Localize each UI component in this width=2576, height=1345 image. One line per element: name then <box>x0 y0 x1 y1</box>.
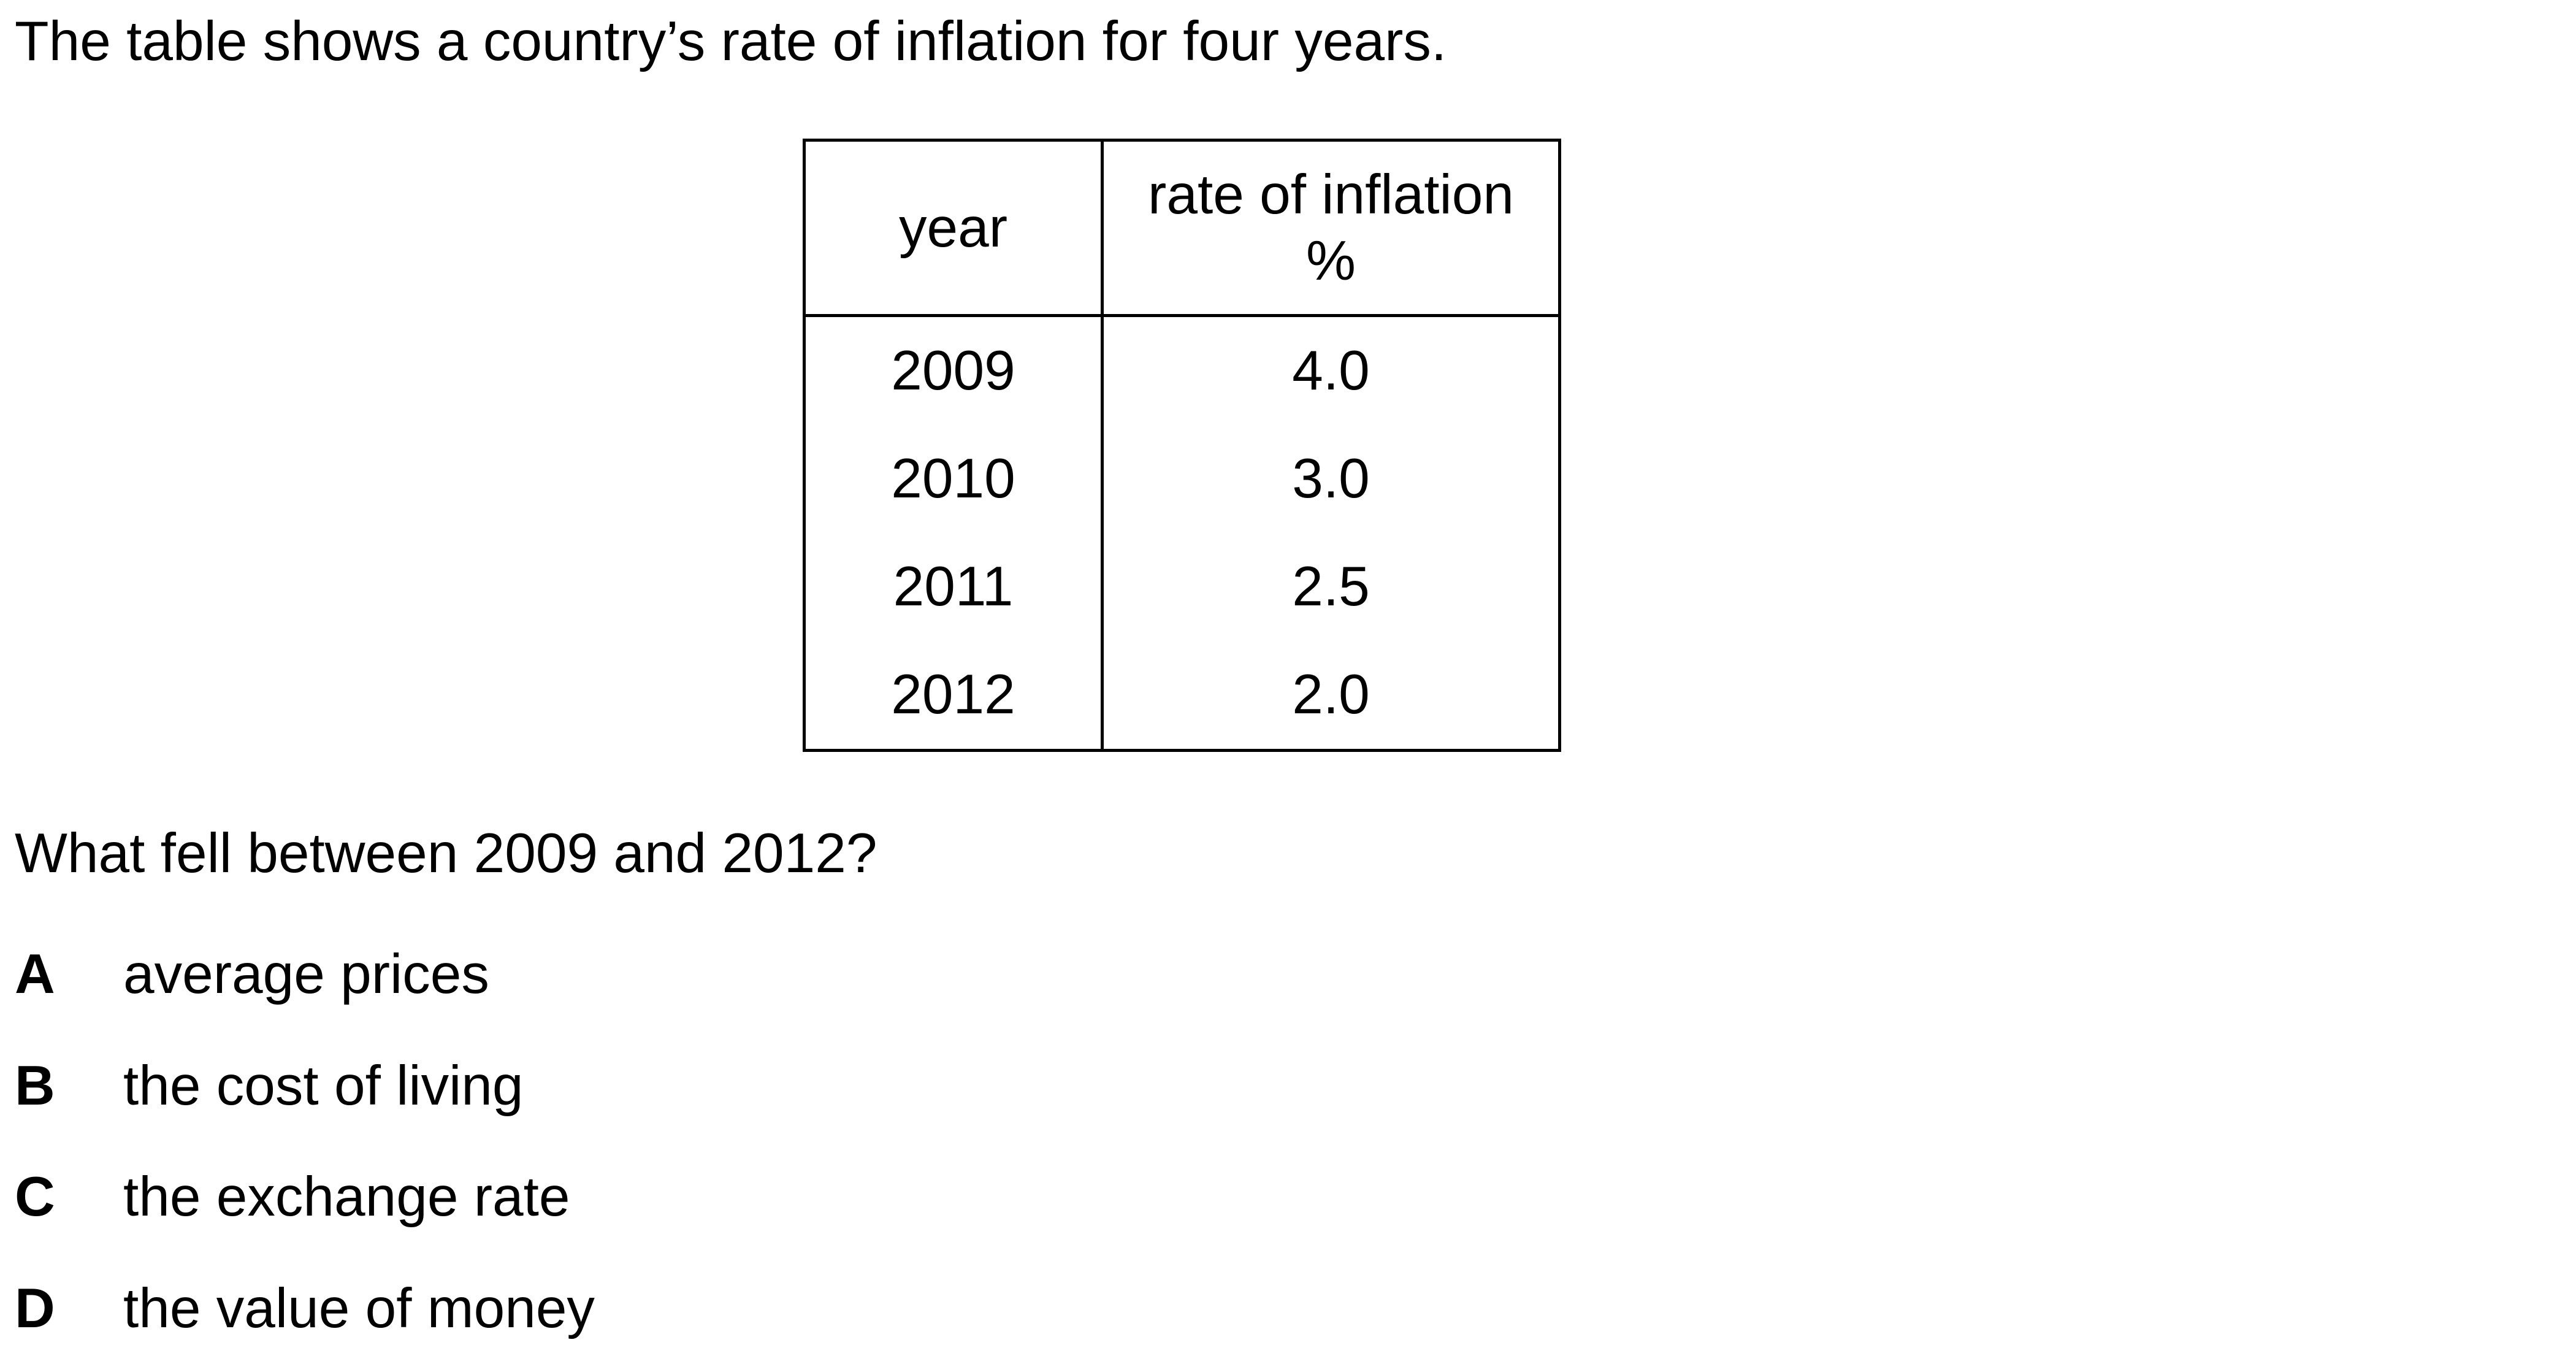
option-text: the value of money <box>123 1278 595 1339</box>
option-text: the cost of living <box>123 1055 524 1117</box>
option-text: average prices <box>123 943 489 1005</box>
option-text: the exchange rate <box>123 1166 570 1228</box>
option-letter: B <box>15 1055 55 1117</box>
cell-year: 2009 <box>803 315 1104 425</box>
intro-text: The table shows a country’s rate of infl… <box>15 10 1447 72</box>
header-year: year <box>803 139 1104 317</box>
option-letter: C <box>15 1166 55 1228</box>
option-letter: A <box>15 943 55 1005</box>
option-letter: D <box>15 1278 55 1339</box>
header-rate-label: rate of inflation <box>1148 164 1514 226</box>
cell-year: 2011 <box>803 533 1104 641</box>
cell-year: 2012 <box>803 641 1104 752</box>
cell-rate: 4.0 <box>1101 315 1561 425</box>
table-header-row: year rate of inflation % <box>803 139 1561 317</box>
header-rate-unit: % <box>1306 229 1356 292</box>
cell-rate: 2.0 <box>1101 641 1561 752</box>
cell-year: 2010 <box>803 425 1104 533</box>
table-row: 2009 4.0 <box>803 315 1561 425</box>
cell-rate: 2.5 <box>1101 533 1561 641</box>
inflation-table: year rate of inflation % 2009 4.0 2010 3… <box>803 139 1561 752</box>
table-row: 2012 2.0 <box>803 641 1561 752</box>
cell-rate: 3.0 <box>1101 425 1561 533</box>
question-text: What fell between 2009 and 2012? <box>15 822 877 884</box>
table-row: 2010 3.0 <box>803 425 1561 533</box>
table-row: 2011 2.5 <box>803 533 1561 641</box>
header-rate-of-inflation: rate of inflation % <box>1101 139 1561 317</box>
